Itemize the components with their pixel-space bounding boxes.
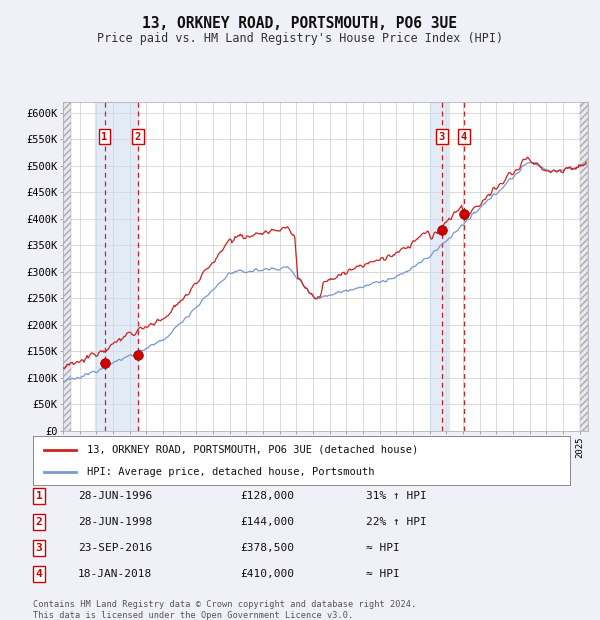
- Text: 2: 2: [135, 132, 141, 142]
- Bar: [95, 102, 138, 431]
- Text: 4: 4: [35, 569, 43, 579]
- Text: 13, ORKNEY ROAD, PORTSMOUTH, PO6 3UE (detached house): 13, ORKNEY ROAD, PORTSMOUTH, PO6 3UE (de…: [87, 445, 418, 454]
- Text: 18-JAN-2018: 18-JAN-2018: [78, 569, 152, 579]
- Text: HPI: Average price, detached house, Portsmouth: HPI: Average price, detached house, Port…: [87, 467, 374, 477]
- Text: 1: 1: [35, 491, 43, 501]
- Text: £378,500: £378,500: [240, 543, 294, 553]
- Text: 23-SEP-2016: 23-SEP-2016: [78, 543, 152, 553]
- Text: 4: 4: [461, 132, 467, 142]
- Text: £144,000: £144,000: [240, 517, 294, 527]
- Text: 1: 1: [101, 132, 107, 142]
- Text: 28-JUN-1998: 28-JUN-1998: [78, 517, 152, 527]
- Text: Contains HM Land Registry data © Crown copyright and database right 2024.
This d: Contains HM Land Registry data © Crown c…: [33, 600, 416, 619]
- Bar: [430, 102, 449, 431]
- Text: 2: 2: [35, 517, 43, 527]
- Text: ≈ HPI: ≈ HPI: [366, 543, 400, 553]
- Text: £410,000: £410,000: [240, 569, 294, 579]
- Text: Price paid vs. HM Land Registry's House Price Index (HPI): Price paid vs. HM Land Registry's House …: [97, 32, 503, 45]
- Text: £128,000: £128,000: [240, 491, 294, 501]
- Bar: [63, 102, 71, 431]
- Text: 22% ↑ HPI: 22% ↑ HPI: [366, 517, 427, 527]
- Text: 28-JUN-1996: 28-JUN-1996: [78, 491, 152, 501]
- Text: 31% ↑ HPI: 31% ↑ HPI: [366, 491, 427, 501]
- Text: 13, ORKNEY ROAD, PORTSMOUTH, PO6 3UE: 13, ORKNEY ROAD, PORTSMOUTH, PO6 3UE: [143, 16, 458, 30]
- Bar: [580, 102, 588, 431]
- Text: 3: 3: [35, 543, 43, 553]
- Text: ≈ HPI: ≈ HPI: [366, 569, 400, 579]
- Text: 3: 3: [439, 132, 445, 142]
